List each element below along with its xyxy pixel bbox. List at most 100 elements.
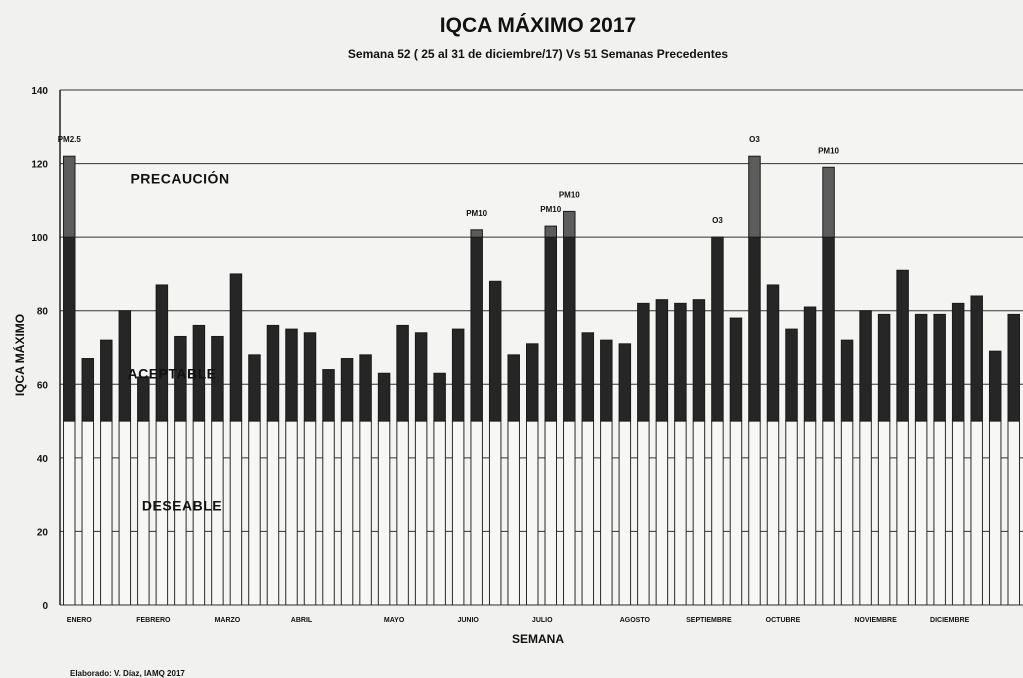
- bar-segment-aceptable: [933, 313, 946, 422]
- bar-week-29: [581, 332, 595, 606]
- bar-segment-deseable: [859, 420, 872, 606]
- y-tick-label: 60: [37, 380, 49, 391]
- bar-segment-deseable: [748, 420, 761, 606]
- y-tick-label: 40: [37, 454, 49, 465]
- bar-week-42: [822, 166, 835, 606]
- bar-segment-precaucion: [748, 155, 761, 238]
- bar-week-21: [433, 372, 446, 606]
- bar-segment-aceptable: [674, 302, 687, 422]
- bar-segment-aceptable: [192, 324, 206, 422]
- bar-segment-deseable: [470, 420, 483, 606]
- bar-segment-aceptable: [525, 343, 539, 422]
- bar-segment-deseable: [951, 420, 965, 606]
- bar-segment-aceptable: [600, 339, 613, 422]
- x-tick-month: MARZO: [215, 617, 241, 624]
- bar-segment-deseable: [118, 420, 132, 606]
- x-tick-month: SEPTIEMBRE: [686, 617, 732, 624]
- bar-week-16: [340, 358, 354, 606]
- bar-segment-aceptable: [711, 236, 724, 422]
- bar-segment-aceptable: [766, 284, 780, 422]
- bar-segment-aceptable: [63, 236, 76, 422]
- bar-week-18: [377, 372, 391, 606]
- bar-week-37: [729, 317, 743, 606]
- zone-label-precaución: PRECAUCIÓN: [130, 169, 229, 186]
- bar-week-12: [266, 324, 280, 606]
- bar-week-10: [229, 273, 243, 606]
- bar-segment-aceptable: [433, 372, 446, 422]
- bar-segment-deseable: [525, 420, 539, 606]
- bar-segment-deseable: [100, 420, 113, 606]
- bar-segment-aceptable: [692, 299, 706, 422]
- bar-segment-aceptable: [174, 335, 187, 422]
- bar-week-5: [137, 376, 150, 606]
- bar-segment-aceptable: [544, 236, 558, 422]
- bar-segment-aceptable: [100, 339, 113, 422]
- bar-segment-deseable: [581, 420, 595, 606]
- y-tick-label: 20: [37, 527, 49, 538]
- bar-week-40: [785, 328, 798, 606]
- bar-week-24: [488, 280, 502, 606]
- y-tick-label: 80: [37, 307, 49, 318]
- bar-week-15: [322, 369, 335, 606]
- bar-segment-aceptable: [1007, 313, 1020, 422]
- bar-segment-deseable: [340, 420, 354, 606]
- bar-week-32: [637, 302, 650, 606]
- bar-week-4: [118, 310, 132, 606]
- bar-week-22: [451, 328, 465, 606]
- bar-segment-deseable: [359, 420, 372, 606]
- bar-week-46: [896, 269, 909, 606]
- bar-segment-deseable: [877, 420, 891, 606]
- y-axis-label: IQCA MÁXIMO: [12, 314, 27, 396]
- x-tick-month: OCTUBRE: [766, 617, 801, 624]
- bar-segment-deseable: [822, 420, 835, 606]
- bar-week-8: [192, 324, 206, 606]
- bar-segment-deseable: [803, 420, 817, 606]
- bar-segment-aceptable: [988, 350, 1002, 422]
- bar-segment-deseable: [229, 420, 243, 606]
- bar-segment-deseable: [655, 420, 669, 606]
- bar-week-11: [248, 354, 261, 606]
- bar-segment-aceptable: [488, 280, 502, 422]
- bar-segment-aceptable: [859, 310, 872, 422]
- annotation-label: PM10: [818, 146, 839, 155]
- chart-title: IQCA MÁXIMO 2017: [440, 14, 636, 37]
- bar-segment-aceptable: [581, 332, 595, 422]
- bar-segment-deseable: [414, 420, 428, 606]
- bar-segment-aceptable: [655, 299, 669, 422]
- annotation-label: O3: [749, 135, 760, 144]
- bar-week-7: [174, 335, 187, 606]
- bar-week-44: [859, 310, 872, 606]
- bar-segment-deseable: [322, 420, 335, 606]
- bar-week-52: [1007, 313, 1020, 606]
- bar-segment-deseable: [600, 420, 613, 606]
- bar-segment-aceptable: [266, 324, 280, 422]
- bar-segment-aceptable: [396, 324, 409, 422]
- bar-week-43: [840, 339, 854, 606]
- x-tick-month: NOVIEMBRE: [854, 617, 897, 624]
- bar-segment-aceptable: [637, 302, 650, 422]
- bar-segment-deseable: [266, 420, 280, 606]
- bar-segment-deseable: [729, 420, 743, 606]
- bar-segment-deseable: [81, 420, 95, 606]
- annotation-label: PM2.5: [58, 135, 82, 144]
- zone-label-deseable: DESEABLE: [142, 498, 222, 514]
- bar-segment-aceptable: [470, 236, 483, 422]
- bar-week-20: [414, 332, 428, 606]
- bar-segment-aceptable: [748, 236, 761, 422]
- bar-segment-deseable: [970, 420, 983, 606]
- chart-subtitle: Semana 52 ( 25 al 31 de diciembre/17) Vs…: [348, 47, 729, 61]
- bar-segment-aceptable: [451, 328, 465, 422]
- bar-week-28: [563, 210, 576, 606]
- bar-week-17: [359, 354, 372, 606]
- bar-segment-deseable: [544, 420, 558, 606]
- bar-segment-deseable: [914, 420, 928, 606]
- x-tick-month: FEBRERO: [136, 617, 171, 624]
- x-tick-month: DICIEMBRE: [930, 617, 970, 624]
- bar-week-33: [655, 299, 669, 606]
- annotation-label: PM10: [540, 205, 561, 214]
- y-tick-label: 120: [31, 160, 48, 171]
- bar-segment-aceptable: [211, 335, 224, 422]
- bar-segment-deseable: [1007, 420, 1020, 606]
- bar-segment-deseable: [563, 420, 576, 606]
